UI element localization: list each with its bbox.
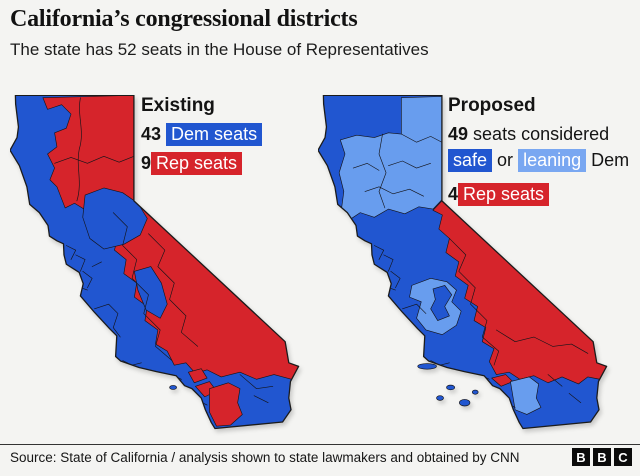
- channel-islands: [417, 363, 479, 407]
- leaning-chip: leaning: [518, 149, 587, 172]
- source-attribution: Source: State of California / analysis s…: [10, 450, 520, 465]
- existing-rep-row: 9 Rep seats: [141, 152, 331, 175]
- existing-dem-chip: Dem seats: [166, 123, 263, 146]
- san-diego-rep-region: [209, 382, 243, 427]
- legend-title-proposed: Proposed: [448, 95, 536, 116]
- republican-region-proposed: [432, 200, 607, 385]
- legend-title-existing: Existing: [141, 95, 215, 116]
- bbc-logo: B B C: [572, 448, 632, 466]
- or-text: or: [497, 150, 514, 170]
- page-subtitle: The state has 52 seats in the House of R…: [10, 40, 429, 59]
- socal-rep-patch-1: [188, 368, 208, 384]
- san-diego-leaning-region: [510, 376, 542, 415]
- existing-rep-count: 9: [141, 153, 152, 173]
- california-outline: [10, 95, 300, 430]
- safe-chip: safe: [448, 149, 493, 172]
- proposed-rep-row: 4 Rep seats: [448, 183, 638, 206]
- central-valley-dem-region: [134, 266, 168, 319]
- proposed-seats-count: 49: [448, 124, 469, 144]
- proposed-seats-row: 49 seats considered: [448, 123, 638, 145]
- central-dem-blob: [430, 285, 453, 321]
- proposed-safe-leaning-row: safe or leaning Dem: [448, 149, 638, 172]
- existing-dem-row: 43 Dem seats: [141, 123, 331, 146]
- legend-existing: Existing 43 Dem seats 9 Rep seats: [141, 95, 331, 181]
- catalina-island: [169, 385, 177, 390]
- proposed-rep-count: 4: [448, 184, 459, 204]
- bbc-logo-letter: B: [593, 448, 611, 466]
- bbc-logo-letter: C: [614, 448, 632, 466]
- header: California’s congressional districts The…: [10, 4, 630, 62]
- footer-divider: [0, 444, 640, 445]
- dem-text: Dem: [591, 150, 630, 170]
- sacramento-dem-region: [82, 187, 148, 250]
- proposed-seats-text: seats considered: [473, 124, 610, 144]
- bbc-logo-letter: B: [572, 448, 590, 466]
- existing-rep-chip: Rep seats: [151, 152, 243, 175]
- california-outline: [318, 95, 608, 430]
- central-coast-leaning-region: [388, 329, 415, 350]
- legend-proposed: Proposed 49 seats considered safe or lea…: [448, 95, 638, 212]
- page-title: California’s congressional districts: [10, 6, 358, 32]
- proposed-rep-chip: Rep seats: [458, 183, 550, 206]
- california-map-existing: [10, 95, 300, 430]
- existing-dem-count: 43: [141, 124, 162, 144]
